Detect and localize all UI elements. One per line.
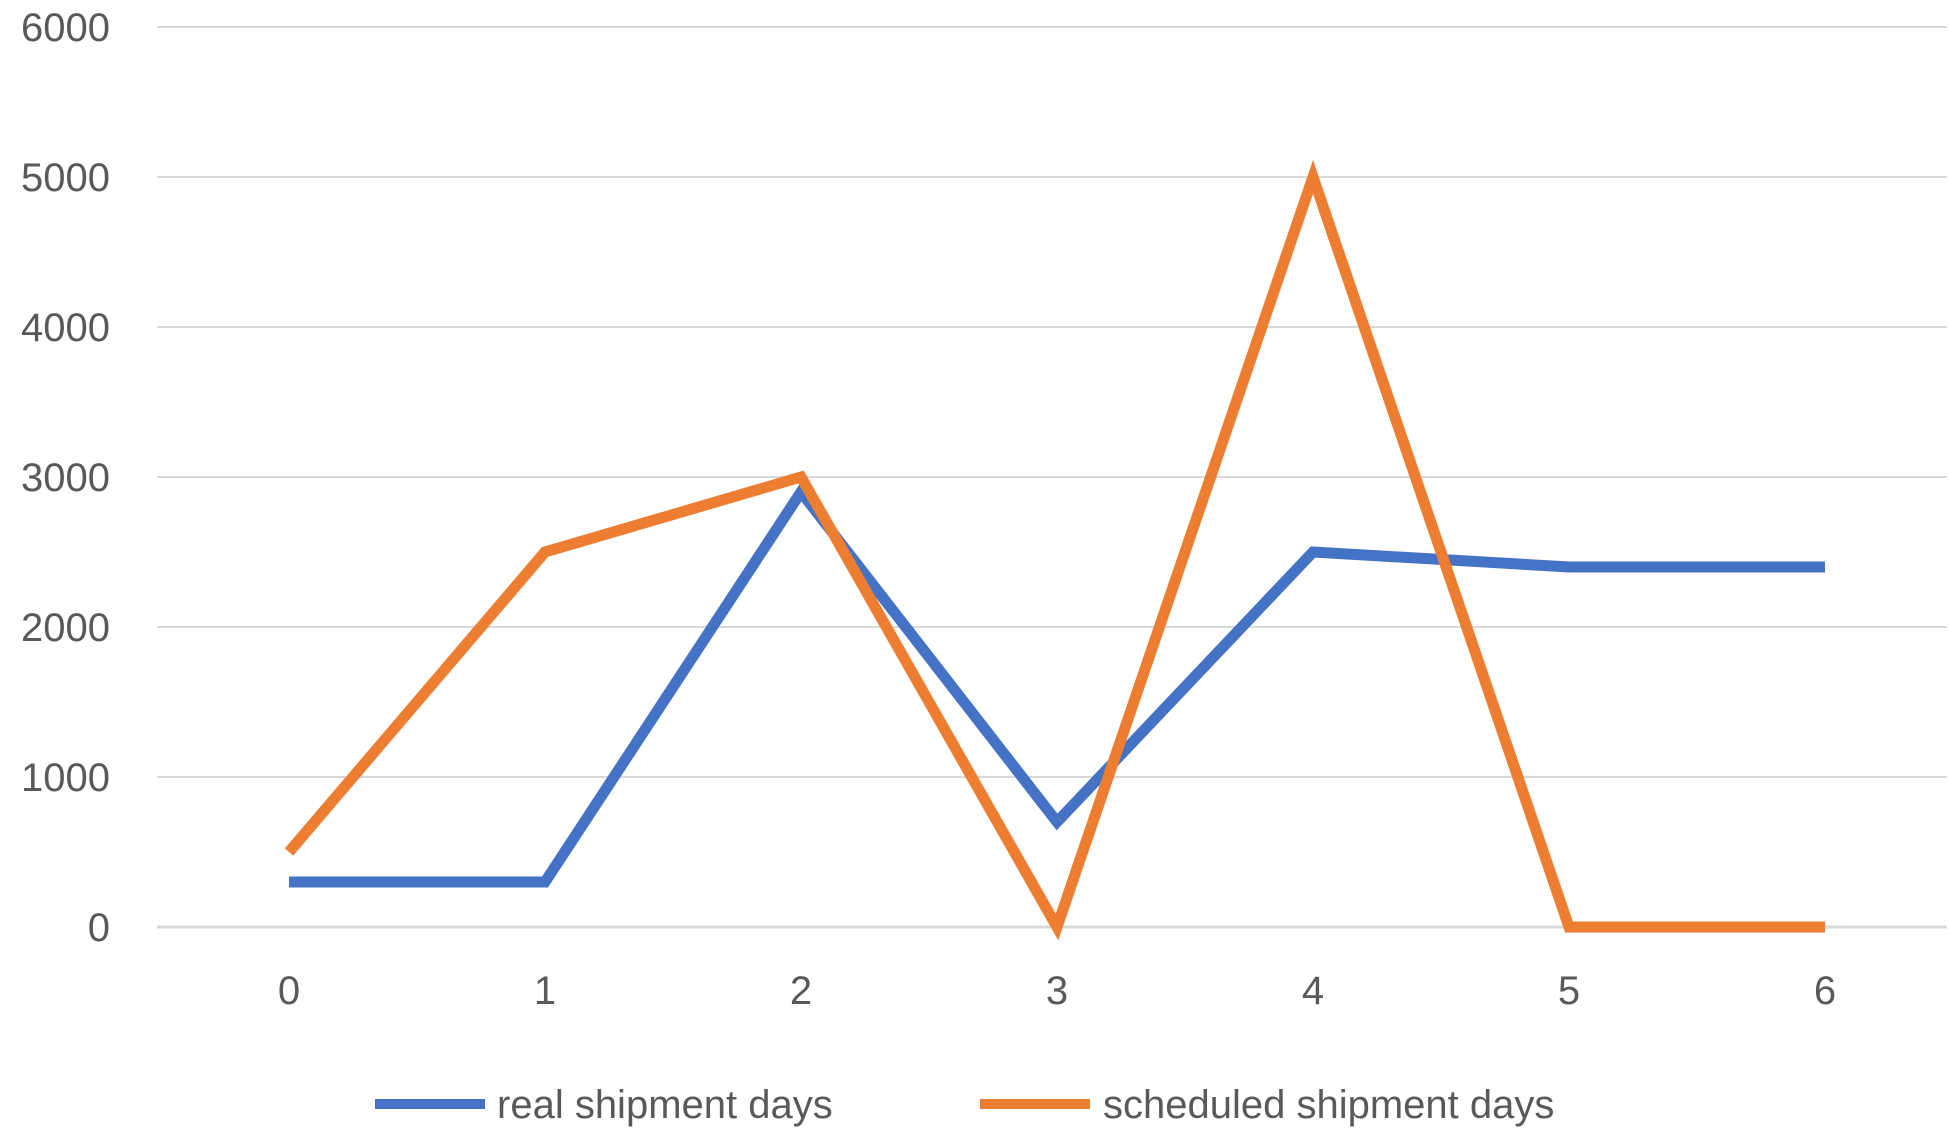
x-tick-label: 4 [1302,969,1324,1013]
y-tick-label: 0 [88,906,110,950]
x-tick-label: 5 [1558,969,1580,1013]
data-point-real [539,876,551,888]
x-tick-label: 6 [1814,969,1836,1013]
legend-label-scheduled: scheduled shipment days [1103,1083,1554,1127]
y-tick-label: 6000 [21,6,110,50]
data-point-scheduled [1819,921,1831,933]
x-axis-ticks: 0 1 2 3 4 5 6 [278,969,1836,1013]
data-point-scheduled [1307,171,1319,183]
y-tick-label: 1000 [21,756,110,800]
data-point-scheduled [283,846,295,858]
legend-item-scheduled[interactable]: scheduled shipment days [980,1083,1554,1127]
y-tick-label: 3000 [21,456,110,500]
data-point-scheduled [1563,921,1575,933]
data-point-scheduled [795,471,807,483]
legend-item-real[interactable]: real shipment days [375,1083,833,1127]
data-point-real [1563,561,1575,573]
x-tick-label: 3 [1046,969,1068,1013]
series-line-scheduled [284,159,1825,941]
x-tick-label: 2 [790,969,812,1013]
data-point-scheduled [539,546,551,558]
data-point-real [1819,561,1831,573]
series-line-real [289,482,1825,888]
data-point-real [283,876,295,888]
y-tick-label: 4000 [21,306,110,350]
data-point-real [1307,546,1319,558]
legend-label-real: real shipment days [497,1083,833,1127]
x-tick-label: 1 [534,969,556,1013]
series-lines [283,159,1831,941]
y-tick-label: 2000 [21,606,110,650]
y-axis-ticks: 0 1000 2000 3000 4000 5000 6000 [21,6,110,950]
x-tick-label: 0 [278,969,300,1013]
y-tick-label: 5000 [21,156,110,200]
data-point-scheduled [1051,921,1063,933]
legend: real shipment days scheduled shipment da… [375,1083,1554,1127]
gridlines [157,26,1947,929]
data-point-real [1051,816,1063,828]
